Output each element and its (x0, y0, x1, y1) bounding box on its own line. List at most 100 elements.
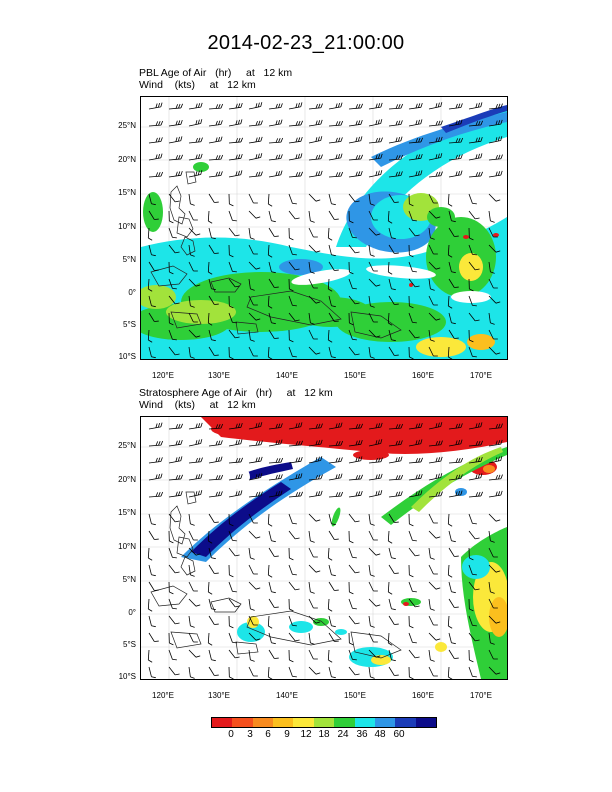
wind-barb-icon (328, 295, 336, 308)
wind-barb-icon (208, 295, 219, 305)
wind-barb-icon (268, 261, 276, 274)
wind-barb-icon (228, 564, 234, 578)
wind-barb-icon (288, 456, 303, 464)
colorbar-box (313, 718, 335, 727)
wind-barb-icon (288, 329, 294, 343)
wind-barb-icon (388, 564, 399, 574)
wind-barb-icon (488, 136, 503, 144)
wind-barb-icon (288, 312, 300, 322)
wind-barb-icon (388, 547, 396, 560)
wind-barb-icon (228, 312, 237, 324)
wind-barb-icon (148, 193, 156, 206)
wind-barb-icon (288, 666, 297, 678)
wind-barb-icon (488, 329, 498, 340)
wind-barb-icon (388, 346, 399, 356)
field-patch (462, 555, 490, 579)
wind-barb-icon (368, 490, 383, 498)
field-patch (331, 507, 341, 527)
wind-barb-icon (148, 564, 156, 577)
wind-barb-icon (168, 119, 183, 127)
wind-barb-icon (268, 598, 279, 608)
wind-barb-icon (168, 474, 183, 481)
wind-barb-icon (168, 581, 174, 595)
wind-barb-icon (188, 295, 195, 308)
wind-barb-icon (208, 227, 216, 240)
wind-barb-icon (428, 632, 441, 641)
wind-barb-icon (228, 666, 234, 679)
wind-barb-icon (488, 312, 495, 325)
wind-barb-icon (288, 193, 297, 205)
wind-barb-icon (207, 261, 213, 275)
wind-barb-icon (188, 490, 203, 498)
wind-barb-icon (147, 278, 153, 292)
wind-barb-icon (208, 120, 223, 127)
wind-barb-icon (308, 649, 318, 660)
colorbar (211, 717, 437, 728)
wind-barb-icon (188, 422, 203, 430)
wind-barb-icon (148, 137, 163, 144)
field-patch (336, 302, 446, 342)
panel-2-wind-label: Wind (kts) at 12 km (139, 399, 256, 411)
wind-barb-icon (408, 530, 417, 542)
lat-label: 0° (128, 288, 136, 297)
wind-barb-icon (288, 422, 303, 430)
wind-barb-icon (208, 423, 224, 430)
wind-barb-icon (387, 210, 393, 224)
wind-barb-icon (228, 102, 243, 110)
wind-barb-icon (168, 312, 174, 326)
wind-barb-icon (328, 102, 343, 110)
wind-barb-icon (447, 244, 453, 258)
wind-barb-icon (448, 457, 464, 464)
wind-barb-icon (408, 490, 423, 498)
lat-label: 5°N (122, 255, 136, 264)
wind-barb-icon (168, 329, 177, 341)
wind-barb-icon (248, 440, 263, 447)
wind-barb-icon (208, 171, 223, 178)
wind-barb-icon (228, 193, 234, 207)
field-patch (489, 597, 507, 637)
wind-barb-icon (388, 513, 399, 523)
wind-barb-icon (228, 329, 240, 339)
lat-label: 10°S (118, 672, 136, 681)
wind-barb-icon (368, 422, 383, 430)
wind-barb-icon (348, 581, 354, 595)
wind-barb-icon (488, 598, 498, 609)
wind-barb-icon (488, 261, 495, 274)
wind-barb-icon (168, 513, 180, 523)
wind-barb-icon (248, 244, 258, 255)
wind-barb-icon (348, 193, 360, 203)
field-patch (416, 337, 466, 357)
map-panel-stratosphere (140, 416, 508, 680)
wind-barb-icon (447, 615, 453, 629)
wind-barb-icon (368, 615, 375, 628)
wind-barb-icon (228, 137, 243, 144)
wind-barb-icon (308, 547, 318, 558)
wind-barb-icon (488, 154, 503, 161)
wind-barb-icon (188, 137, 203, 144)
wind-barb-icon (408, 564, 414, 578)
wind-barb-icon (268, 210, 276, 223)
wind-barb-icon (348, 261, 354, 275)
lon-label: 130°E (208, 691, 230, 700)
wind-barb-icon (448, 632, 456, 645)
wind-barb-icon (368, 513, 375, 526)
wind-barb-icon (387, 530, 393, 544)
wind-barb-icon (248, 456, 263, 464)
colorbar-label: 6 (265, 729, 271, 740)
wind-barb-icon (228, 513, 234, 527)
wind-barb-icon (148, 102, 163, 110)
wind-barb-icon (348, 170, 363, 178)
colorbar-box (293, 718, 314, 727)
wind-barb-icon (168, 530, 174, 544)
wind-barb-icon (228, 632, 237, 644)
wind-barb-icon (308, 154, 323, 161)
wind-barb-icon (368, 581, 378, 592)
wind-barb-icon (328, 581, 339, 591)
field-patch (143, 192, 163, 232)
field-patch (371, 655, 391, 665)
wind-barb-icon (327, 547, 333, 561)
wind-barb-icon (408, 346, 414, 359)
wind-barb-icon (448, 154, 463, 161)
wind-barb-icon (328, 457, 343, 464)
wind-barb-icon (468, 261, 480, 271)
